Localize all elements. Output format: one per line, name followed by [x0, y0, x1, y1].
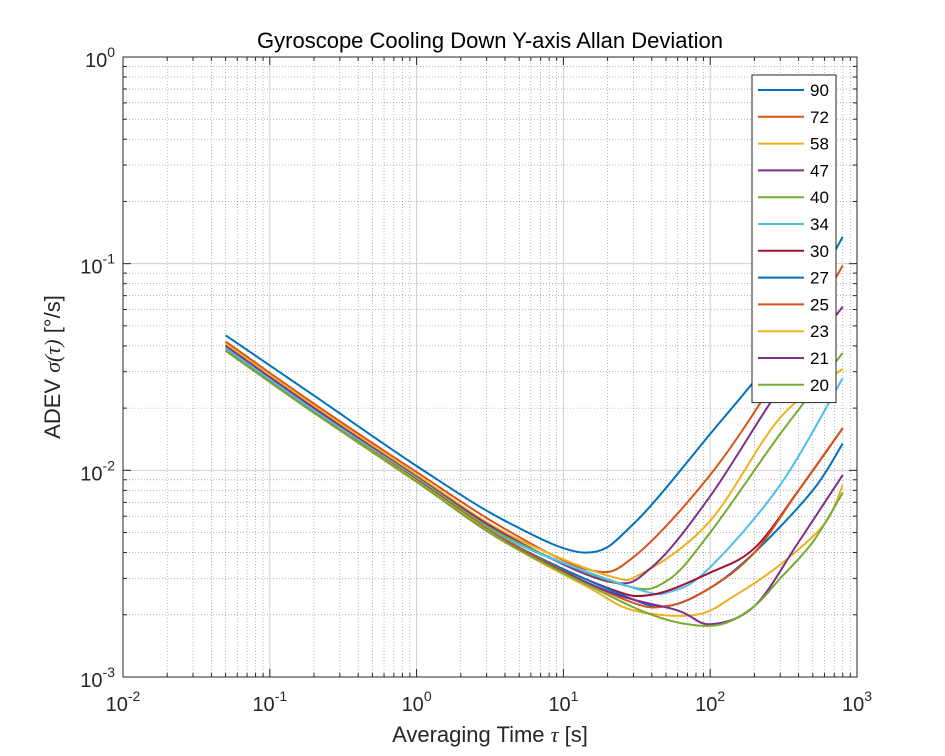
- axis-ticks: [122, 56, 858, 678]
- legend-label: 34: [810, 215, 829, 234]
- x-tick-base: 10: [106, 694, 128, 716]
- legend-label: 30: [810, 242, 829, 261]
- y-tick-exponent: -2: [103, 457, 116, 473]
- x-axis-label-symbol: τ: [551, 722, 560, 747]
- legend-label: 72: [810, 108, 829, 127]
- legend-label: 25: [810, 295, 829, 314]
- x-tick-base: 10: [252, 694, 274, 716]
- y-axis-label-symbol: σ(τ): [40, 339, 65, 372]
- x-tick-exponent: 0: [424, 688, 432, 704]
- legend-label: 23: [810, 322, 829, 341]
- x-tick-base: 10: [402, 694, 424, 716]
- legend-label: 40: [810, 188, 829, 207]
- legend-label: 27: [810, 269, 829, 288]
- x-tick-label: 101: [548, 688, 578, 716]
- series-line-34: [225, 347, 844, 596]
- y-axis-label-prefix: ADEV: [40, 373, 65, 439]
- y-axis-label-unit: [°/s]: [40, 295, 65, 339]
- x-tick-exponent: 3: [864, 688, 872, 704]
- x-tick-base: 10: [548, 694, 570, 716]
- y-tick-label: 10-3: [80, 664, 115, 692]
- y-tick-exponent: -1: [103, 251, 116, 267]
- y-tick-exponent: 0: [107, 44, 115, 60]
- x-tick-label: 102: [695, 688, 725, 716]
- legend: 90 72 58 47 40 34 30 27 25 23 21 20: [751, 74, 837, 404]
- x-tick-label: 100: [402, 688, 432, 716]
- chart-title: Gyroscope Cooling Down Y-axis Allan Devi…: [257, 28, 723, 53]
- y-tick-label: 100: [85, 44, 115, 72]
- x-tick-exponent: 2: [717, 688, 725, 704]
- x-tick-label: 103: [842, 688, 872, 716]
- x-axis-label-unit: [s]: [559, 722, 588, 747]
- x-tick-exponent: 1: [571, 688, 579, 704]
- x-axis-label: Averaging Time τ [s]: [392, 722, 588, 747]
- y-tick-base: 10: [85, 50, 107, 72]
- x-tick-base: 10: [842, 694, 864, 716]
- legend-label: 20: [810, 376, 829, 395]
- x-tick-exponent: -1: [275, 688, 288, 704]
- y-tick-base: 10: [80, 257, 102, 279]
- y-axis-label: ADEV σ(τ) [°/s]: [40, 295, 65, 439]
- legend-label: 90: [810, 81, 829, 100]
- plot-area-frame: [122, 56, 858, 678]
- y-tick-label: 10-1: [80, 251, 115, 279]
- x-tick-exponent: -2: [128, 688, 141, 704]
- series-line-47: [225, 305, 844, 585]
- x-tick-labels: 10-2 10-1 100 101 102 103: [106, 688, 873, 716]
- series-line-20: [225, 349, 844, 627]
- legend-label: 47: [810, 161, 829, 180]
- x-tick-label: 10-2: [106, 688, 141, 716]
- legend-label: 21: [810, 349, 829, 368]
- y-tick-label: 10-2: [80, 457, 115, 485]
- x-tick-base: 10: [695, 694, 717, 716]
- y-tick-base: 10: [80, 463, 102, 485]
- x-axis-label-text: Averaging Time: [392, 722, 551, 747]
- legend-box: [751, 74, 837, 404]
- series-line-58: [225, 342, 844, 581]
- legend-label: 58: [810, 135, 829, 154]
- y-tick-base: 10: [80, 670, 102, 692]
- x-tick-label: 10-1: [252, 688, 287, 716]
- y-tick-exponent: -3: [103, 664, 116, 680]
